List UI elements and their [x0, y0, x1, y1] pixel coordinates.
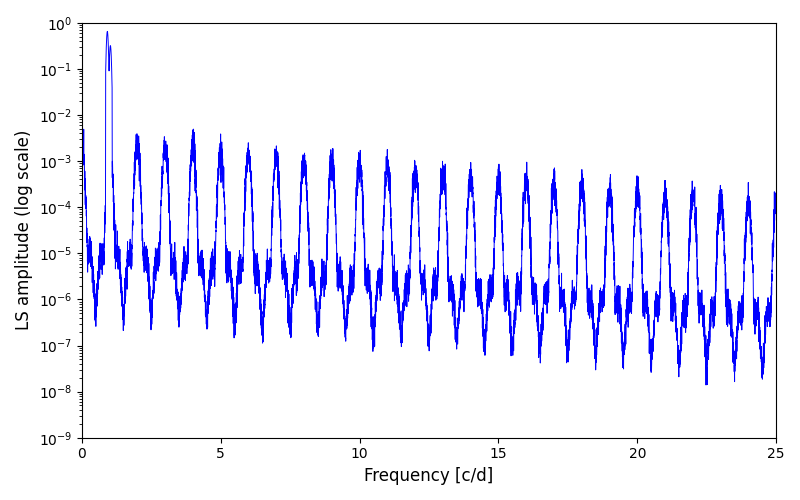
X-axis label: Frequency [c/d]: Frequency [c/d]	[364, 467, 494, 485]
Y-axis label: LS amplitude (log scale): LS amplitude (log scale)	[15, 130, 33, 330]
